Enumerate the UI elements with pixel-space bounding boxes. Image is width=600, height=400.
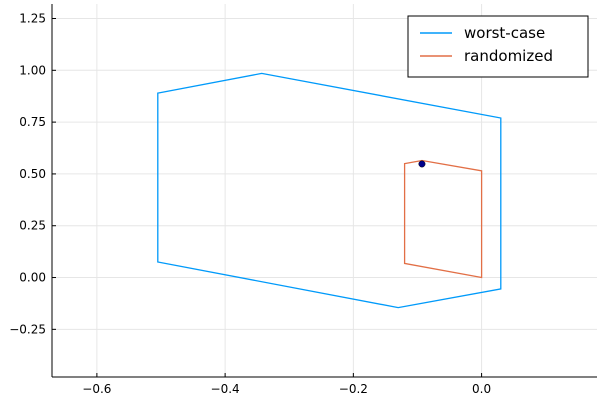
x-tick-label: −0.2 — [339, 382, 368, 396]
series-line-randomized — [403, 159, 483, 279]
data-point-marker — [418, 160, 426, 168]
legend-label: worst-case — [464, 24, 545, 42]
legend-box — [407, 15, 589, 78]
x-tick-label: 0.0 — [472, 382, 491, 396]
y-tick-label: 0.50 — [19, 167, 46, 181]
y-tick-label: 0.25 — [19, 219, 46, 233]
y-tick-label: 0.75 — [19, 115, 46, 129]
legend-label: randomized — [464, 47, 553, 65]
y-tick-label: −0.25 — [9, 322, 46, 336]
x-tick-label: −0.4 — [211, 382, 240, 396]
series-line-worst-case — [157, 72, 502, 309]
y-tick-label: 1.00 — [19, 63, 46, 77]
series-layer — [157, 72, 502, 309]
legend: worst-case randomized — [407, 15, 589, 78]
axes — [51, 4, 597, 378]
y-tick-label: 0.00 — [19, 271, 46, 285]
y-tick-label: 1.25 — [19, 12, 46, 26]
marker-layer — [418, 160, 426, 168]
x-tick-label: −0.6 — [82, 382, 111, 396]
tick-layer: −0.6 −0.4 −0.2 0.0 −0.25 0.00 0.25 0.50 0.75 1.00… — [9, 12, 491, 396]
